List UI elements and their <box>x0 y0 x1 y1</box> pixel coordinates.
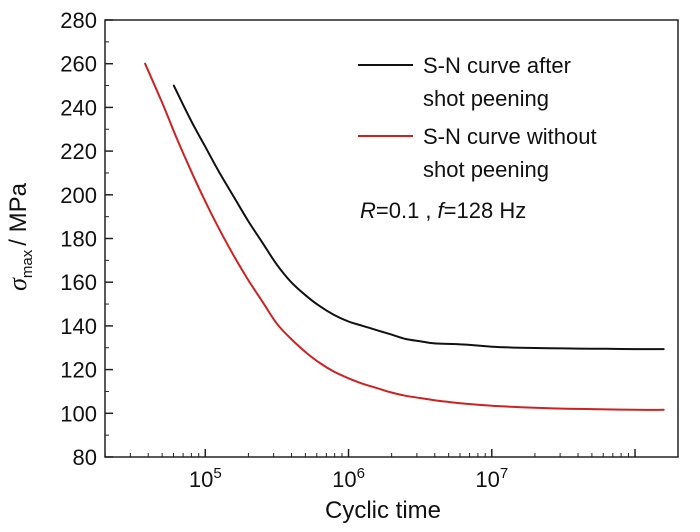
x-tick-exponent: 5 <box>213 465 221 482</box>
x-tick-base: 10 <box>189 467 213 492</box>
x-tick-exponent: 6 <box>357 465 365 482</box>
series-line-after-shot-peening <box>172 84 665 351</box>
y-tick-label: 180 <box>60 227 97 252</box>
annotation-r-value: =0.1 , <box>376 198 432 223</box>
y-tick-label: 240 <box>60 95 97 120</box>
y-axis-ticks: 80 100 120 140 160 180 200 220 240 260 280 <box>60 8 113 470</box>
y-axis-label-unit: / MPa <box>5 182 32 245</box>
annotation-f-symbol: f <box>438 198 447 223</box>
y-tick-label: 200 <box>60 183 97 208</box>
x-axis-label: Cyclic time <box>325 497 441 524</box>
y-axis-label-subscript: max <box>19 249 36 278</box>
y-tick-label: 220 <box>60 139 97 164</box>
legend-label-after-line1: S-N curve after <box>423 53 571 78</box>
x-tick-label: 107 <box>475 465 508 492</box>
y-tick-label: 80 <box>73 445 97 470</box>
x-tick-label: 106 <box>332 465 365 492</box>
y-tick-label: 120 <box>60 358 97 383</box>
annotation-r-symbol: R <box>360 198 376 223</box>
legend-label-without-line1: S-N curve without <box>423 124 597 149</box>
legend-label-without-line2: shot peening <box>423 157 549 182</box>
y-tick-label: 100 <box>60 401 97 426</box>
y-tick-label: 160 <box>60 270 97 295</box>
x-axis-ticks: 105 106 107 <box>104 449 636 492</box>
condition-annotation: R=0.1 , f=128 Hz <box>360 198 526 223</box>
plot-frame <box>104 19 679 458</box>
y-tick-label: 280 <box>60 8 97 33</box>
series-layer <box>144 62 665 411</box>
legend-label-after-line2: shot peening <box>423 86 549 111</box>
y-tick-label: 140 <box>60 314 97 339</box>
series-line-without-shot-peening <box>144 62 665 411</box>
y-axis-label: σmax / MPa <box>3 182 36 291</box>
x-tick-base: 10 <box>332 467 356 492</box>
x-tick-label: 105 <box>189 465 222 492</box>
y-tick-label: 260 <box>60 52 97 77</box>
plot-area-border <box>104 19 679 458</box>
y-axis-label-symbol: σ <box>3 277 32 291</box>
annotation-f-value: =128 Hz <box>444 198 527 223</box>
x-tick-base: 10 <box>475 467 499 492</box>
legend: S-N curve after shot peening S-N curve w… <box>358 53 597 182</box>
x-tick-exponent: 7 <box>500 465 508 482</box>
